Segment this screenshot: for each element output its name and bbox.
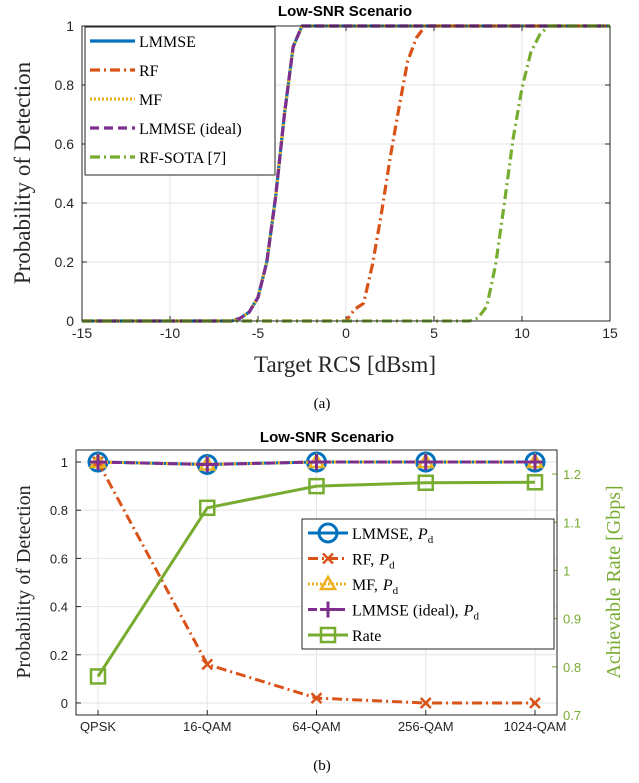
chart-b-xtick-label: 64-QAM — [292, 719, 340, 734]
chart-a-axes-box — [81, 25, 611, 322]
chart-a-ytick-label: 0.6 — [55, 136, 75, 152]
chart-b-point-plus — [527, 454, 543, 471]
chart-a-legend-label: RF-SOTA [7] — [139, 150, 226, 167]
chart-b: Low-SNR Scenario QPSK 16-QAM 64-QAM 256-QAM… — [13, 429, 625, 774]
chart-b-legend-label: RF, Pd — [352, 552, 395, 572]
chart-a-ytick-label: 0.4 — [55, 195, 75, 211]
chart-b-legend-marker — [319, 626, 337, 644]
chart-b-ytick-label: 0.4 — [50, 600, 68, 615]
chart-b-ytick-right-label: 1 — [563, 563, 570, 578]
chart-b-ytick-label: 1 — [61, 455, 68, 470]
chart-a-ytick-label: 1 — [66, 18, 74, 34]
chart-a-legend: LMMSE RF MF LMMSE (ideal) RF-SOTA [7] — [84, 26, 276, 176]
chart-b-point-x — [201, 658, 214, 671]
chart-b-legend-marker — [317, 522, 339, 544]
chart-b-axes-box — [75, 449, 558, 716]
chart-b-point-x — [529, 697, 541, 709]
chart-b-point-plus — [199, 456, 216, 473]
chart-a-ytick-label: 0 — [66, 313, 74, 329]
chart-b-point-plus — [90, 454, 106, 471]
chart-a-legend-label: LMMSE (ideal) — [139, 121, 242, 138]
chart-a-xtick-label: -10 — [160, 325, 180, 341]
chart-b-xtick-label: QPSK — [80, 719, 116, 734]
chart-b-xtick-label: 16-QAM — [183, 719, 231, 734]
chart-b-legend-marker — [318, 574, 338, 591]
chart-a-caption: (a) — [314, 396, 331, 412]
chart-b-ytick-right-label: 0.9 — [563, 612, 581, 627]
chart-a-legend-label: RF — [139, 63, 159, 80]
chart-a-xtick-label: -5 — [252, 325, 265, 341]
chart-a-legend-label: LMMSE — [139, 34, 196, 51]
chart-a-ylabel: Probability of Detection — [10, 61, 35, 284]
chart-a-xtick-label: -15 — [72, 325, 92, 341]
chart-a-legend-label: MF — [139, 92, 162, 109]
chart-b-point-x — [310, 692, 323, 705]
chart-b-point-square — [199, 499, 216, 517]
chart-a-series-line-5 — [82, 24, 610, 323]
chart-b-xtick-label: 1024-QAM — [504, 719, 567, 734]
chart-b-legend-label: Rate — [352, 628, 381, 645]
chart-b-caption: (b) — [313, 758, 331, 774]
chart-b-point-square — [308, 477, 325, 495]
chart-b-point-square — [89, 668, 107, 685]
chart-b-ytick-right-label: 1.1 — [563, 515, 581, 530]
chart-a-ytick-label: 0.8 — [55, 77, 75, 93]
chart-a-xtick-label: 5 — [430, 325, 438, 341]
chart-b-ytick-right-label: 1.2 — [563, 467, 581, 482]
chart-b-point-square — [417, 474, 434, 492]
chart-b-point-plus — [417, 454, 434, 471]
chart-b-title: Low-SNR Scenario — [260, 429, 394, 446]
chart-a-xtick-label: 0 — [342, 325, 350, 341]
chart-a-ytick-label: 0.2 — [55, 254, 75, 270]
chart-b-ytick-label: 0.2 — [50, 648, 68, 663]
chart-b-ytick-right-label: 0.8 — [563, 660, 581, 675]
chart-b-ylabel-right: Achievable Rate [Gbps] — [603, 485, 625, 678]
chart-a-xtick-label: 15 — [602, 325, 618, 341]
chart-b-ytick-label: 0.8 — [50, 503, 68, 518]
chart-a-xtick-label: 10 — [514, 325, 530, 341]
chart-a-legend-box — [84, 26, 276, 176]
chart-b-legend-marker — [320, 601, 336, 618]
chart-a-title: Low-SNR Scenario — [278, 3, 412, 20]
chart-b-ytick-label: 0.6 — [50, 551, 68, 566]
chart-b-ytick-label: 0 — [61, 696, 68, 711]
chart-b-series-line-5 — [96, 480, 536, 678]
chart-b-legend-marker — [322, 552, 334, 565]
chart-b-legend-label: MF, Pd — [352, 577, 399, 597]
chart-b-point-square — [526, 474, 544, 491]
chart-a: Low-SNR Scenario -15 -10 -5 0 5 10 15 0 0.2 0.4 0.… — [10, 3, 618, 412]
chart-b-point-plus — [308, 454, 325, 471]
chart-a-series-line-4 — [82, 24, 610, 323]
chart-a-xlabel: Target RCS [dBsm] — [254, 352, 436, 377]
chart-b-legend-label: LMMSE (ideal), Pd — [352, 603, 479, 623]
chart-b-ylabel: Probability of Detection — [13, 485, 35, 678]
chart-b-ytick-right-label: 0.7 — [563, 708, 581, 723]
chart-a-ticks: -15 -10 -5 0 5 10 15 0 0.2 0.4 0.6 0.8 1 — [55, 18, 618, 341]
chart-b-xtick-label: 256-QAM — [398, 719, 454, 734]
chart-b-point-x — [419, 697, 432, 709]
chart-b-series — [87, 451, 546, 709]
chart-b-ticks: QPSK 16-QAM 64-QAM 256-QAM 1024-QAM 0 0.2 0.4 0.… — [50, 455, 581, 734]
